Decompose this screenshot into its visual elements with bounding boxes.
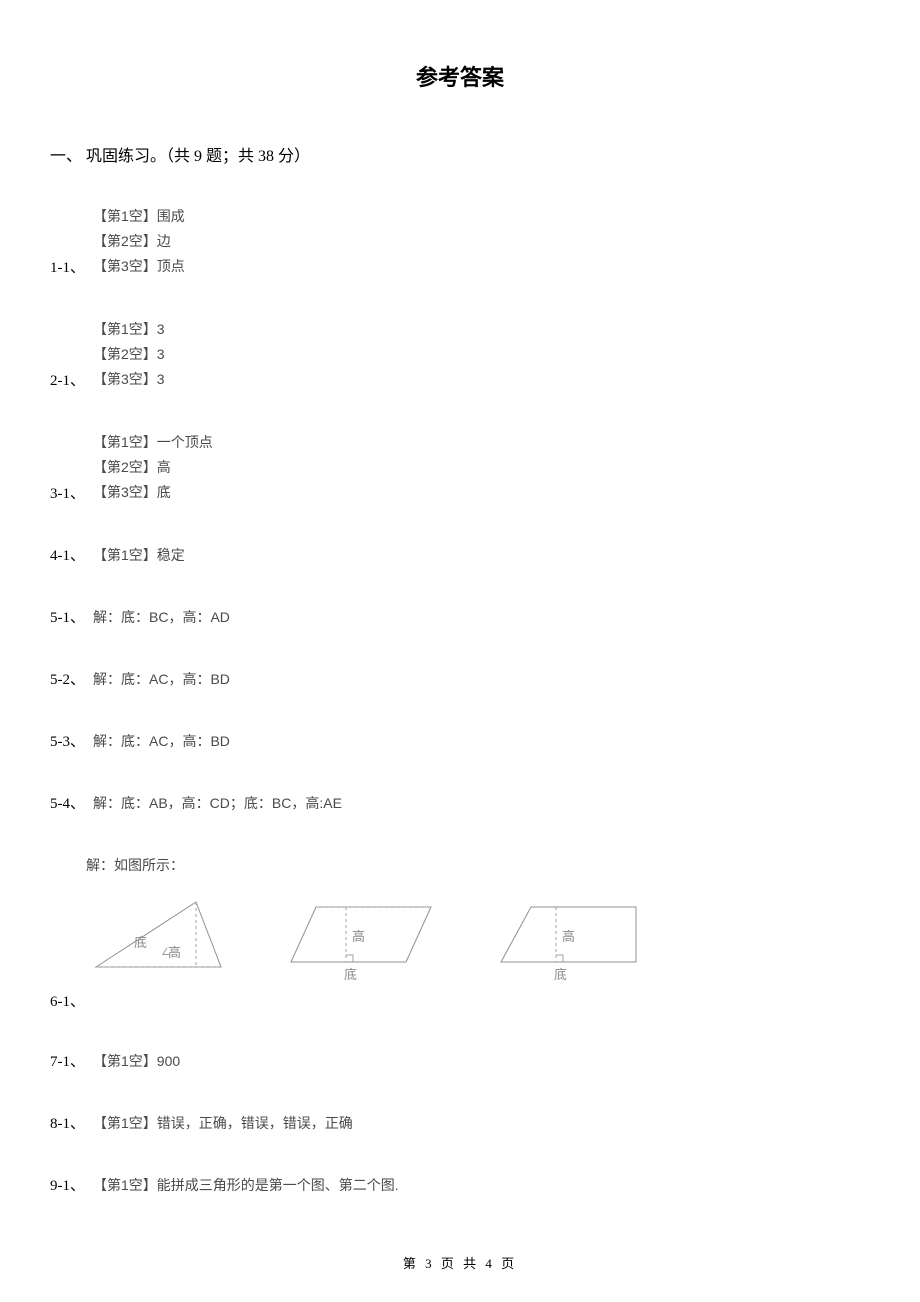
q-number: 9-1、	[50, 1174, 85, 1195]
label-di: 底	[344, 967, 357, 982]
answer-intro: 解：如图所示：	[86, 853, 870, 877]
answer-q6-1: 解：如图所示： 底 ∠ 高 高 底 高 底 6-1、	[50, 853, 870, 1011]
q-number: 5-4、	[50, 792, 85, 813]
answer-q2-1: 2-1、 【第1空】3 【第2空】3 【第3空】3	[50, 317, 870, 392]
answer-line: 【第1空】稳定	[93, 543, 185, 567]
answer-line: 【第2空】边	[93, 229, 185, 253]
answer-q1-1: 1-1、 【第1空】围成 【第2空】边 【第3空】顶点	[50, 204, 870, 279]
answer-line: 【第1空】一个顶点	[93, 430, 213, 454]
answer-line: 【第1空】能拼成三角形的是第一个图、第二个图.	[93, 1173, 399, 1197]
label-gao: 高	[168, 945, 181, 960]
q-number: 5-1、	[50, 606, 85, 627]
answer-q8-1: 8-1、 【第1空】错误，正确，错误，错误，正确	[50, 1111, 870, 1135]
diagrams-row: 底 ∠ 高 高 底 高 底	[86, 897, 870, 982]
answer-line: 【第3空】顶点	[93, 254, 185, 278]
label-di: 底	[134, 935, 147, 950]
q-number: 6-1、	[50, 994, 85, 1010]
answer-line: 【第3空】底	[93, 480, 213, 504]
label-gao: 高	[352, 929, 365, 944]
answer-q5-1: 5-1、 解：底：BC，高：AD	[50, 605, 870, 629]
q-number: 5-2、	[50, 668, 85, 689]
trapezoid-diagram: 高 底	[496, 897, 646, 982]
answer-line: 【第3空】3	[93, 367, 165, 391]
answer-q4-1: 4-1、 【第1空】稳定	[50, 543, 870, 567]
answer-line: 【第1空】错误，正确，错误，错误，正确	[93, 1111, 353, 1135]
answer-q5-2: 5-2、 解：底：AC，高：BD	[50, 667, 870, 691]
section-heading: 一、 巩固练习。（共 9 题；共 38 分）	[50, 142, 870, 166]
q-number: 8-1、	[50, 1112, 85, 1133]
parallelogram-diagram: 高 底	[286, 897, 436, 982]
q-number: 5-3、	[50, 730, 85, 751]
answer-q3-1: 3-1、 【第1空】一个顶点 【第2空】高 【第3空】底	[50, 430, 870, 505]
answer-line: 【第1空】900	[93, 1049, 180, 1073]
q-number: 4-1、	[50, 544, 85, 565]
answer-line: 【第1空】围成	[93, 204, 185, 228]
answer-q7-1: 7-1、 【第1空】900	[50, 1049, 870, 1073]
answer-line: 解：底：BC，高：AD	[93, 605, 230, 629]
answer-line: 【第2空】3	[93, 342, 165, 366]
triangle-diagram: 底 ∠ 高	[86, 897, 226, 982]
q-number: 1-1、	[50, 256, 85, 279]
label-gao: 高	[562, 929, 575, 944]
answer-q9-1: 9-1、 【第1空】能拼成三角形的是第一个图、第二个图.	[50, 1173, 870, 1197]
page-footer: 第 3 页 共 4 页	[0, 1253, 920, 1272]
answer-line: 【第2空】高	[93, 455, 213, 479]
answer-line: 【第1空】3	[93, 317, 165, 341]
q-number: 2-1、	[50, 369, 85, 392]
answer-line: 解：底：AB，高：CD；底：BC，高:AE	[93, 791, 342, 815]
q-number: 7-1、	[50, 1050, 85, 1071]
page-title: 参考答案	[50, 60, 870, 92]
answer-line: 解：底：AC，高：BD	[93, 667, 230, 691]
answer-line: 解：底：AC，高：BD	[93, 729, 230, 753]
q-number: 3-1、	[50, 482, 85, 505]
answer-q5-4: 5-4、 解：底：AB，高：CD；底：BC，高:AE	[50, 791, 870, 815]
answer-q5-3: 5-3、 解：底：AC，高：BD	[50, 729, 870, 753]
label-di: 底	[554, 967, 567, 982]
